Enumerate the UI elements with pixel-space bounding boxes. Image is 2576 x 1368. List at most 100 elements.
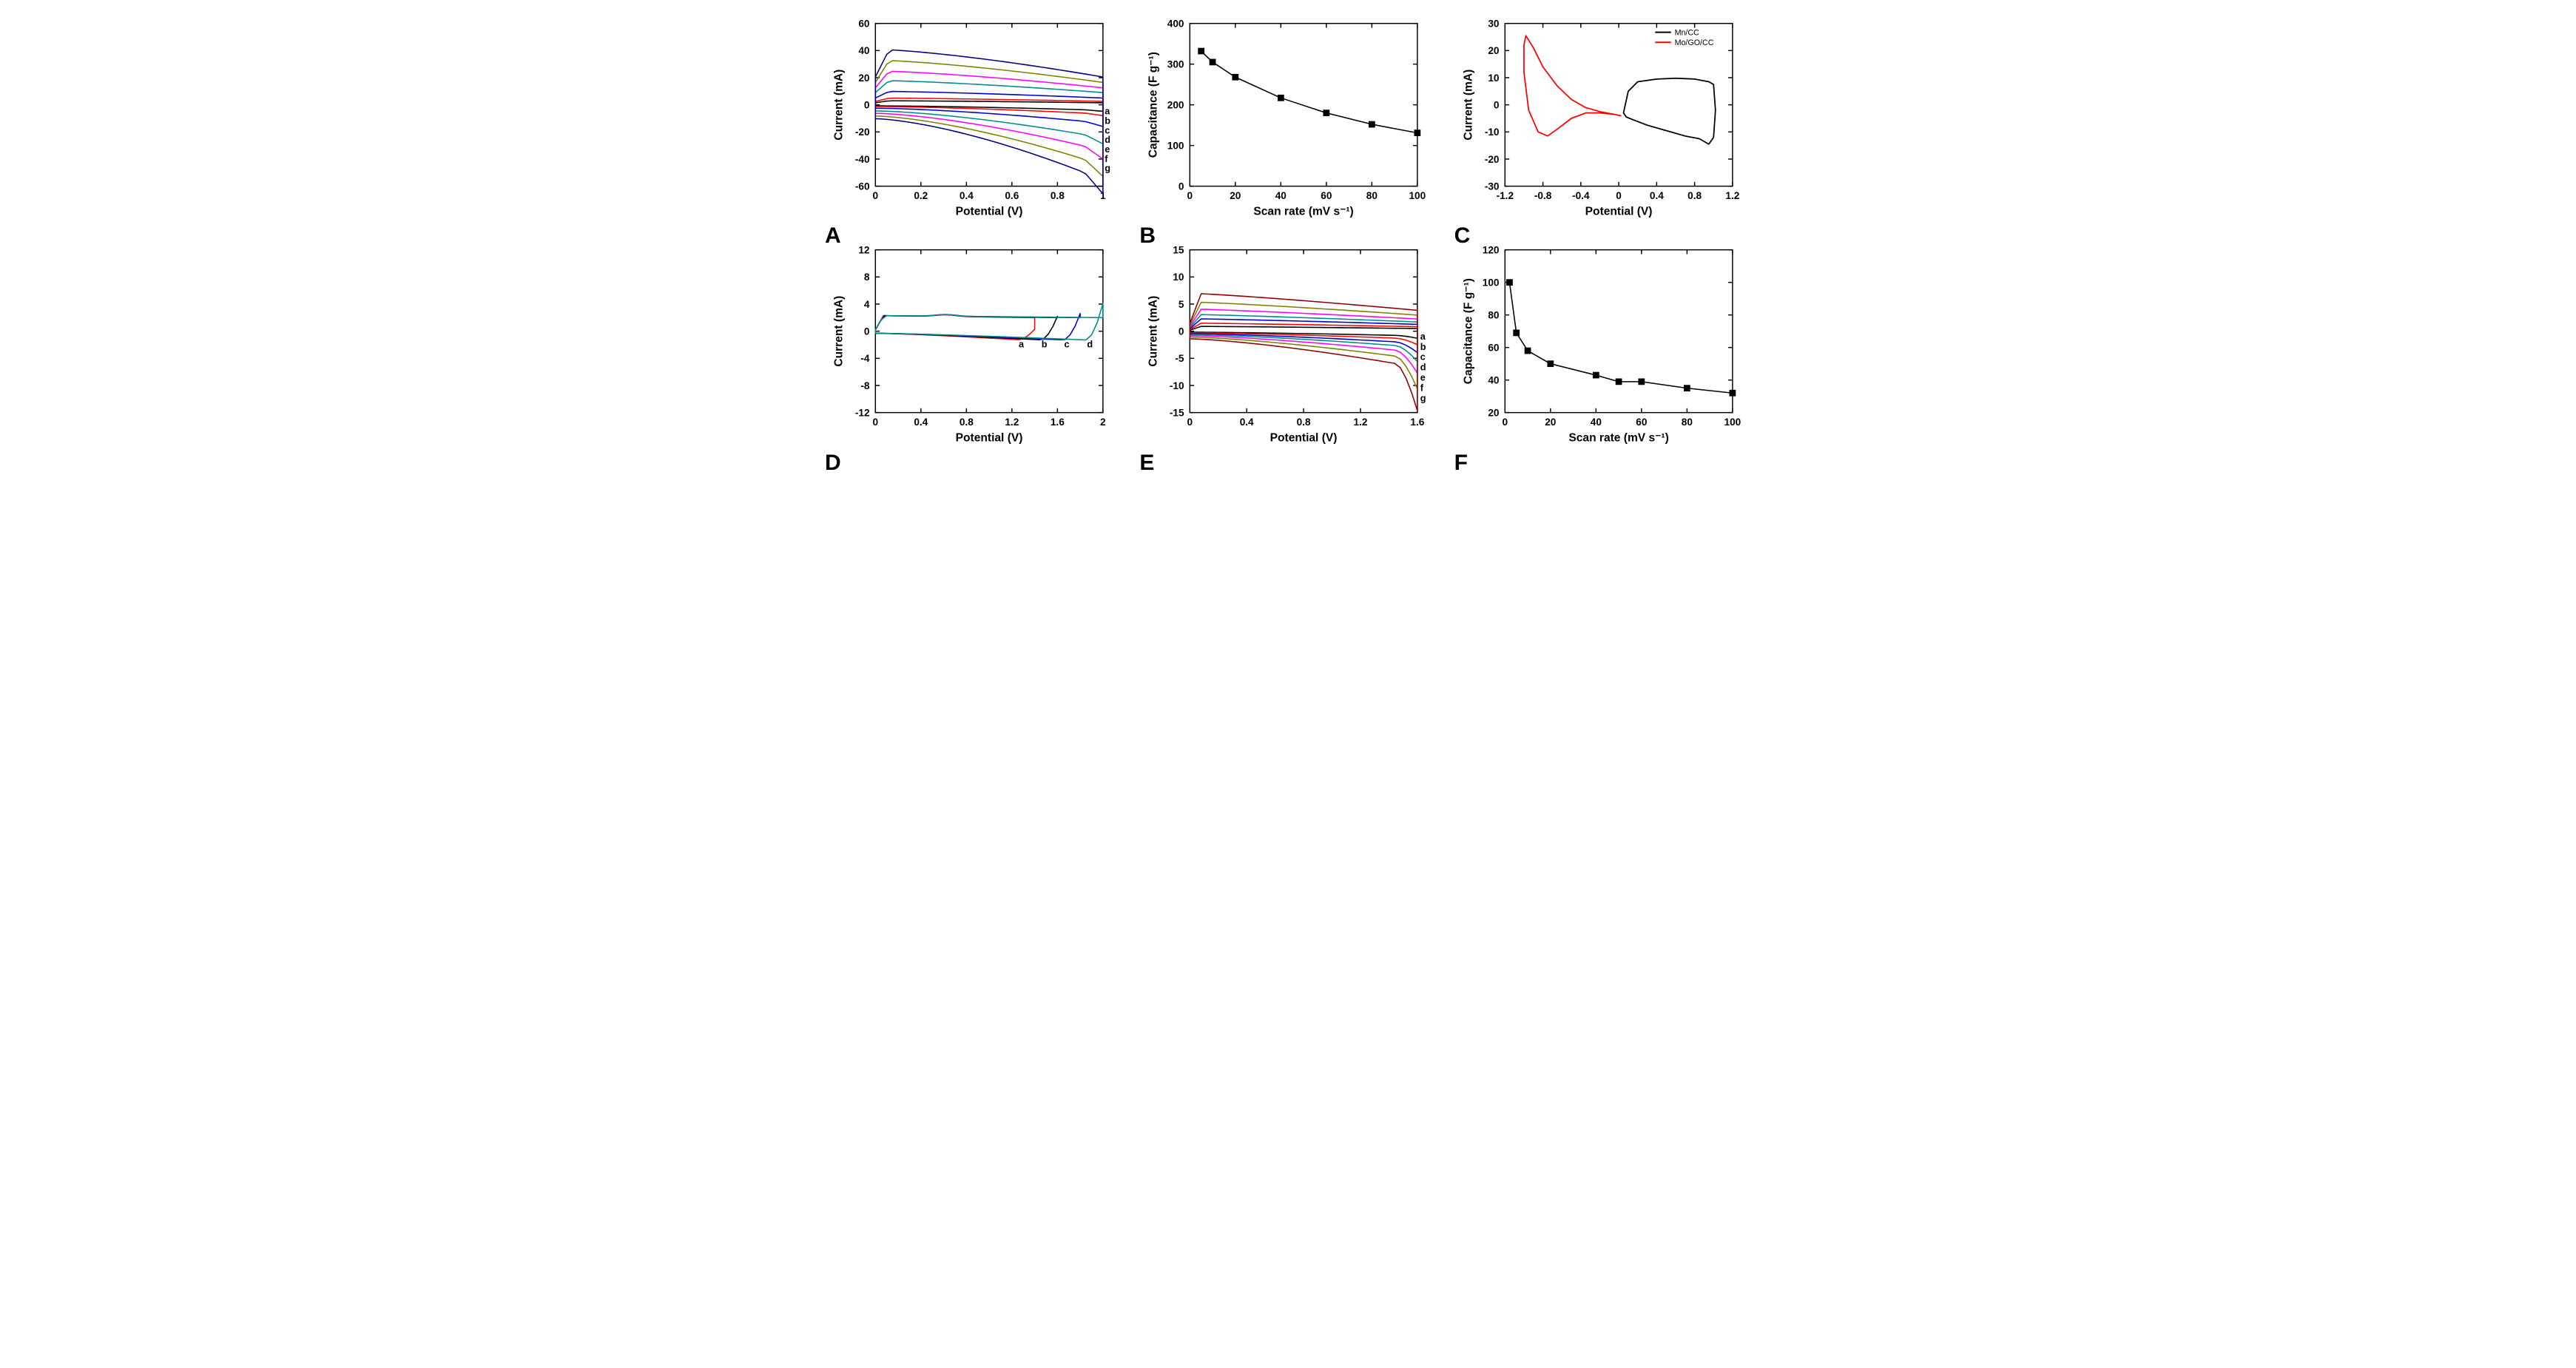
svg-text:-0.8: -0.8: [1534, 190, 1551, 201]
svg-text:Capacitance (F g⁻¹): Capacitance (F g⁻¹): [1147, 52, 1160, 158]
svg-text:Current (mA): Current (mA): [833, 70, 846, 141]
svg-text:-20: -20: [855, 127, 870, 138]
svg-text:0: 0: [1494, 100, 1500, 111]
svg-text:0.8: 0.8: [1051, 190, 1065, 201]
svg-text:0.8: 0.8: [960, 417, 974, 428]
svg-text:0: 0: [1616, 190, 1622, 201]
svg-text:120: 120: [1482, 245, 1499, 256]
svg-text:1.6: 1.6: [1411, 417, 1425, 428]
panel-b: 0 20 40 60 80 100 0 100 200 300 400 Scan rate (mV s…: [1144, 15, 1432, 223]
svg-text:0: 0: [1179, 181, 1184, 192]
svg-text:-20: -20: [1484, 154, 1499, 165]
svg-text:f: f: [1420, 383, 1424, 394]
svg-text:g: g: [1420, 394, 1426, 404]
svg-text:Capacitance (F g⁻¹): Capacitance (F g⁻¹): [1462, 278, 1474, 384]
chart-c: -1.2-0.8-0.400.40.81.2-30-20-100102030Po…: [1459, 15, 1747, 223]
svg-text:60: 60: [1321, 190, 1333, 201]
svg-text:0: 0: [1187, 190, 1193, 201]
panel-a: 00.20.40.60.81-60-40-200204060Potential …: [829, 15, 1117, 223]
svg-text:20: 20: [1488, 45, 1500, 56]
svg-text:40: 40: [858, 45, 870, 56]
svg-text:100: 100: [1724, 417, 1741, 428]
svg-text:-15: -15: [1170, 408, 1184, 419]
chart-b: 0 20 40 60 80 100 0 100 200 300 400 Scan rate (mV s…: [1144, 15, 1432, 223]
svg-text:100: 100: [1409, 190, 1426, 201]
svg-text:-30: -30: [1484, 181, 1499, 192]
svg-text:a: a: [1019, 340, 1025, 350]
svg-text:60: 60: [858, 18, 870, 30]
svg-text:0.4: 0.4: [960, 190, 974, 201]
panel-label: D: [825, 451, 841, 476]
svg-text:g: g: [1105, 164, 1110, 174]
svg-text:20: 20: [1545, 417, 1557, 428]
svg-text:0: 0: [864, 326, 870, 337]
svg-text:Current (mA): Current (mA): [1147, 296, 1160, 367]
svg-text:Potential (V): Potential (V): [956, 206, 1023, 218]
svg-text:-10: -10: [1484, 127, 1499, 138]
svg-text:-60: -60: [855, 181, 870, 192]
chart-f: 02040608010020406080100120Scan rate (mV …: [1459, 241, 1747, 450]
svg-text:5: 5: [1179, 299, 1184, 310]
svg-text:-40: -40: [855, 154, 870, 165]
svg-text:0.8: 0.8: [1297, 417, 1311, 428]
svg-text:-4: -4: [860, 353, 870, 364]
svg-text:1.6: 1.6: [1051, 417, 1065, 428]
svg-text:d: d: [1420, 363, 1426, 373]
svg-text:e: e: [1420, 373, 1426, 383]
svg-text:Scan rate (mV s⁻¹): Scan rate (mV s⁻¹): [1568, 432, 1668, 445]
panel-label: F: [1454, 451, 1468, 476]
svg-text:40: 40: [1488, 375, 1500, 386]
svg-text:0: 0: [864, 100, 870, 111]
svg-text:400: 400: [1167, 18, 1184, 30]
svg-text:Mo/GO/CC: Mo/GO/CC: [1674, 38, 1713, 47]
svg-text:Potential (V): Potential (V): [1270, 432, 1338, 445]
svg-text:20: 20: [1230, 190, 1242, 201]
svg-text:0.4: 0.4: [1650, 190, 1664, 201]
svg-text:Current (mA): Current (mA): [1462, 70, 1474, 141]
svg-text:-10: -10: [1170, 380, 1184, 391]
svg-text:-12: -12: [855, 408, 870, 419]
svg-text:-5: -5: [1176, 353, 1185, 364]
svg-text:d: d: [1087, 340, 1093, 350]
svg-text:300: 300: [1167, 59, 1184, 70]
svg-text:0: 0: [1187, 417, 1193, 428]
svg-text:c: c: [1065, 340, 1070, 350]
chart-a: 00.20.40.60.81-60-40-200204060Potential …: [829, 15, 1117, 223]
panel-e: 00.40.81.21.6-15-10-5051015Potential (V)…: [1144, 241, 1432, 450]
svg-text:10: 10: [1488, 73, 1500, 84]
svg-text:1.2: 1.2: [1354, 417, 1368, 428]
svg-text:2: 2: [1100, 417, 1106, 428]
svg-text:0.4: 0.4: [1240, 417, 1254, 428]
svg-text:c: c: [1420, 352, 1426, 363]
svg-text:0.8: 0.8: [1687, 190, 1702, 201]
svg-text:30: 30: [1488, 18, 1500, 30]
svg-text:Scan rate (mV s⁻¹): Scan rate (mV s⁻¹): [1254, 206, 1354, 218]
svg-text:200: 200: [1167, 100, 1184, 111]
panel-label: E: [1139, 451, 1154, 476]
chart-e: 00.40.81.21.6-15-10-5051015Potential (V)…: [1144, 241, 1432, 450]
svg-text:4: 4: [864, 299, 870, 310]
svg-text:Mn/CC: Mn/CC: [1674, 29, 1699, 38]
svg-text:80: 80: [1366, 190, 1378, 201]
svg-text:1.2: 1.2: [1005, 417, 1019, 428]
svg-text:20: 20: [858, 73, 870, 84]
svg-text:-8: -8: [860, 380, 870, 391]
chart-d: 00.40.81.21.62-12-8-404812Potential (V)C…: [829, 241, 1117, 450]
svg-text:Potential (V): Potential (V): [956, 432, 1023, 445]
svg-text:80: 80: [1681, 417, 1693, 428]
svg-text:40: 40: [1275, 190, 1287, 201]
svg-text:a: a: [1420, 331, 1426, 342]
svg-text:10: 10: [1173, 272, 1185, 283]
svg-text:100: 100: [1167, 141, 1184, 152]
svg-text:-0.4: -0.4: [1572, 190, 1590, 201]
svg-text:60: 60: [1488, 343, 1500, 354]
svg-text:Current (mA): Current (mA): [833, 296, 846, 367]
svg-text:0.2: 0.2: [914, 190, 928, 201]
svg-text:Potential (V): Potential (V): [1585, 206, 1652, 218]
svg-text:0: 0: [873, 417, 879, 428]
svg-text:b: b: [1420, 342, 1426, 352]
svg-text:0: 0: [1502, 417, 1508, 428]
svg-text:0.6: 0.6: [1005, 190, 1019, 201]
svg-text:40: 40: [1590, 417, 1602, 428]
svg-text:80: 80: [1488, 310, 1500, 321]
